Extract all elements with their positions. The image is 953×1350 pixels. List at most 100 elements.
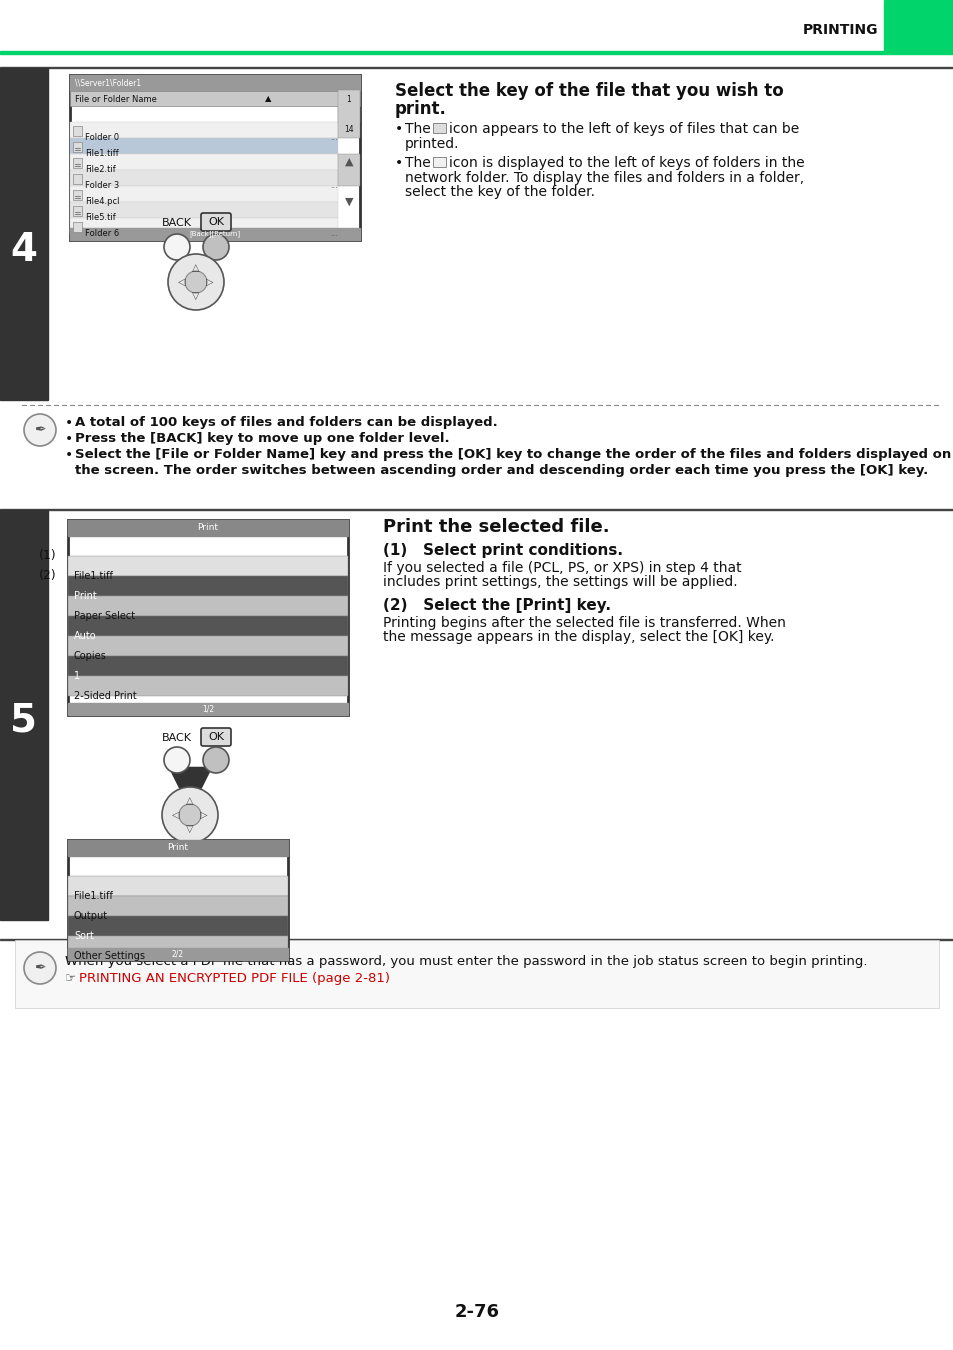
Bar bbox=[433, 123, 446, 134]
Text: ☞: ☞ bbox=[65, 972, 76, 986]
Text: Output: Output bbox=[74, 911, 108, 921]
Text: 4: 4 bbox=[10, 231, 37, 269]
Text: •: • bbox=[65, 432, 73, 446]
Bar bbox=[15, 940, 938, 1008]
Text: △: △ bbox=[186, 796, 193, 806]
Bar bbox=[73, 190, 82, 200]
Bar bbox=[0, 68, 48, 400]
Circle shape bbox=[164, 234, 190, 261]
Text: •: • bbox=[65, 448, 73, 462]
Text: 1: 1 bbox=[346, 95, 351, 104]
Text: (2)   Select the [Print] key.: (2) Select the [Print] key. bbox=[382, 598, 610, 613]
Bar bbox=[68, 676, 348, 697]
Bar bbox=[433, 157, 446, 167]
Text: the message appears in the display, select the [OK] key.: the message appears in the display, sele… bbox=[382, 630, 774, 644]
Text: ✒: ✒ bbox=[34, 423, 46, 437]
Text: 2-76: 2-76 bbox=[454, 1303, 499, 1322]
Bar bbox=[68, 595, 348, 616]
Bar bbox=[68, 703, 348, 716]
Text: Select the key of the file that you wish to: Select the key of the file that you wish… bbox=[395, 82, 783, 100]
Text: ▼: ▼ bbox=[344, 197, 353, 207]
Bar bbox=[0, 938, 953, 940]
Text: ...: ... bbox=[330, 230, 337, 239]
Bar bbox=[68, 656, 348, 676]
Text: Copies: Copies bbox=[74, 651, 107, 661]
Bar bbox=[73, 174, 82, 184]
Text: The: The bbox=[405, 122, 431, 136]
Text: Auto: Auto bbox=[74, 630, 96, 641]
Text: 2-Sided Print: 2-Sided Print bbox=[74, 691, 136, 701]
Text: includes print settings, the settings will be applied.: includes print settings, the settings wi… bbox=[382, 575, 737, 589]
Text: (1): (1) bbox=[39, 548, 57, 562]
Bar bbox=[68, 936, 288, 956]
Text: 1: 1 bbox=[74, 671, 80, 680]
Text: •: • bbox=[395, 122, 403, 136]
Bar bbox=[0, 509, 953, 510]
Text: File2.tif: File2.tif bbox=[85, 166, 115, 174]
Text: Paper Select: Paper Select bbox=[74, 612, 135, 621]
Text: ◁: ◁ bbox=[172, 810, 179, 819]
Bar bbox=[70, 122, 337, 138]
Bar bbox=[68, 636, 348, 656]
Bar bbox=[0, 510, 48, 919]
Bar bbox=[68, 840, 288, 856]
Bar bbox=[68, 840, 288, 960]
FancyBboxPatch shape bbox=[201, 728, 231, 747]
Text: OK: OK bbox=[208, 217, 224, 227]
Bar bbox=[68, 948, 288, 960]
Circle shape bbox=[164, 747, 190, 774]
Bar bbox=[883, 0, 953, 53]
Text: 2/2: 2/2 bbox=[172, 949, 184, 958]
Bar bbox=[73, 126, 82, 136]
Text: File1.tiff: File1.tiff bbox=[85, 150, 118, 158]
Circle shape bbox=[203, 234, 229, 261]
Bar bbox=[68, 917, 288, 936]
Text: Folder 0: Folder 0 bbox=[85, 134, 119, 143]
Bar bbox=[70, 217, 337, 234]
Text: PRINTING: PRINTING bbox=[801, 23, 877, 36]
Text: printed.: printed. bbox=[405, 136, 459, 151]
Text: select the key of the folder.: select the key of the folder. bbox=[405, 185, 595, 198]
Bar bbox=[70, 202, 337, 217]
Bar bbox=[70, 76, 359, 240]
Text: Other Settings: Other Settings bbox=[74, 950, 145, 961]
Text: 1/2: 1/2 bbox=[202, 705, 213, 714]
Bar bbox=[70, 170, 337, 186]
Text: \\Server1\Folder1: \\Server1\Folder1 bbox=[75, 78, 141, 88]
Bar bbox=[337, 107, 359, 122]
Text: BACK: BACK bbox=[162, 733, 192, 743]
Bar bbox=[68, 520, 348, 536]
Text: The: The bbox=[405, 157, 431, 170]
Text: 14: 14 bbox=[344, 126, 354, 135]
Bar bbox=[68, 556, 348, 576]
Bar bbox=[68, 576, 348, 595]
Text: Print: Print bbox=[197, 524, 218, 532]
Bar bbox=[70, 138, 337, 154]
Text: Press the [BACK] key to move up one folder level.: Press the [BACK] key to move up one fold… bbox=[75, 432, 449, 446]
Text: A total of 100 keys of files and folders can be displayed.: A total of 100 keys of files and folders… bbox=[75, 416, 497, 429]
Bar bbox=[73, 142, 82, 153]
Text: ▼: ▼ bbox=[168, 759, 213, 815]
Text: •: • bbox=[65, 416, 73, 431]
Text: (2): (2) bbox=[39, 568, 57, 582]
Text: △: △ bbox=[193, 263, 199, 273]
Text: Print: Print bbox=[168, 844, 189, 852]
Text: ▽: ▽ bbox=[193, 292, 199, 301]
Circle shape bbox=[24, 414, 56, 446]
Text: icon is displayed to the left of keys of folders in the: icon is displayed to the left of keys of… bbox=[449, 157, 803, 170]
Bar bbox=[70, 228, 359, 240]
Circle shape bbox=[162, 787, 218, 842]
Text: Folder 6: Folder 6 bbox=[85, 230, 119, 239]
Text: •: • bbox=[395, 157, 403, 170]
Text: Sort: Sort bbox=[74, 931, 93, 941]
Text: When you select a PDF file that has a password, you must enter the password in t: When you select a PDF file that has a pa… bbox=[65, 954, 866, 968]
Text: ▷: ▷ bbox=[200, 810, 208, 819]
Text: OK: OK bbox=[208, 732, 224, 742]
Circle shape bbox=[24, 952, 56, 984]
Text: ▲: ▲ bbox=[344, 157, 353, 167]
Text: ...: ... bbox=[330, 134, 337, 143]
Text: ▷: ▷ bbox=[206, 277, 213, 288]
Text: Select the [File or Folder Name] key and press the [OK] key to change the order : Select the [File or Folder Name] key and… bbox=[75, 448, 950, 460]
Text: Printing begins after the selected file is transferred. When: Printing begins after the selected file … bbox=[382, 616, 785, 630]
Text: File1.tiff: File1.tiff bbox=[74, 891, 112, 900]
